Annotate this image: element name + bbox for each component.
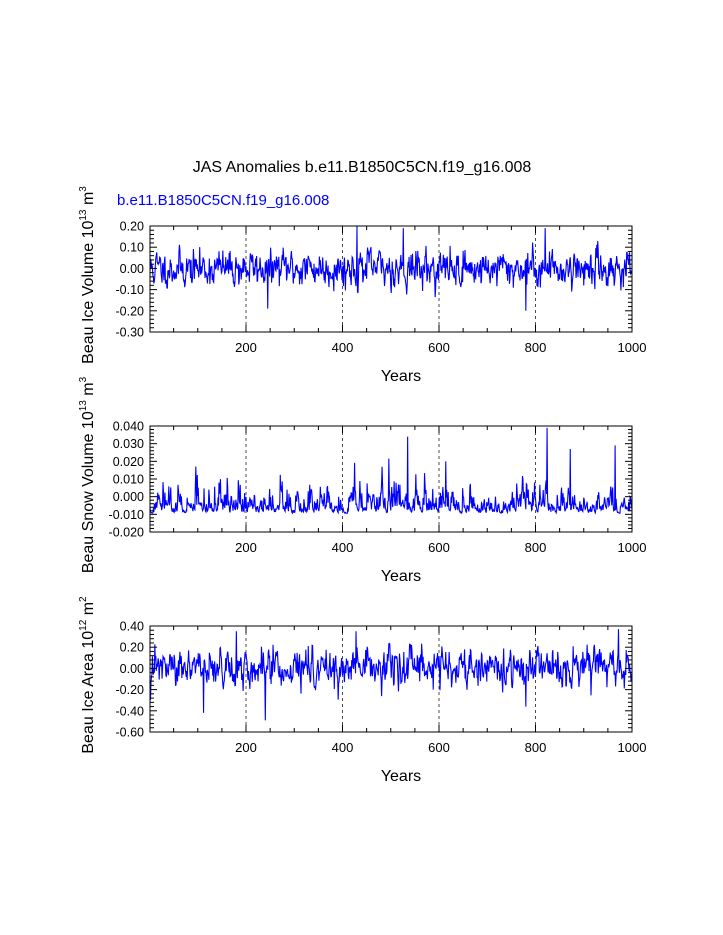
y-tick-label: -0.20 xyxy=(116,683,145,697)
x-tick-label: 1000 xyxy=(618,740,647,755)
x-tick-label: 600 xyxy=(428,540,450,555)
y-axis-label: Beau Ice Volume 1013 m3 xyxy=(78,186,97,364)
x-axis-label: Years xyxy=(381,768,421,785)
x-tick-label: 200 xyxy=(235,540,257,555)
x-tick-label: 400 xyxy=(332,340,354,355)
series-line xyxy=(149,427,633,515)
y-tick-label: 0.00 xyxy=(120,662,144,676)
x-tick-label: 600 xyxy=(428,740,450,755)
x-tick-label: 1000 xyxy=(618,340,647,355)
panel-snow-volume: 200 400 600 800 1000 0.040 0.030 0.020 0.010 0.00… xyxy=(78,376,646,585)
x-tick-label: 400 xyxy=(332,540,354,555)
y-tick-label: -0.40 xyxy=(116,704,145,718)
panel-ice-volume: 200 400 600 800 1000 0.20 0.10 0.00 -0.10 -0.20 -0… xyxy=(78,186,646,385)
x-tick-label: 1000 xyxy=(618,540,647,555)
series-line xyxy=(149,225,633,311)
x-tick-label: 600 xyxy=(428,340,450,355)
y-tick-label: 0.00 xyxy=(120,262,144,276)
series-label: b.e11.B1850C5CN.f19_g16.008 xyxy=(117,192,329,209)
y-axis-label: Beau Ice Area 1012 m2 xyxy=(78,596,97,754)
x-tick-label: 800 xyxy=(525,340,547,355)
y-tick-label: 0.040 xyxy=(113,420,144,434)
y-tick-label: 0.40 xyxy=(120,620,144,634)
y-tick-label: 0.030 xyxy=(113,437,144,451)
y-tick-label: -0.30 xyxy=(116,326,145,340)
x-tick-label: 800 xyxy=(525,740,547,755)
y-tick-label: -0.20 xyxy=(116,304,145,318)
plot-frame xyxy=(149,425,633,533)
y-tick-label: 0.020 xyxy=(113,455,144,469)
series-line xyxy=(149,629,633,721)
x-axis-label: Years xyxy=(381,368,421,385)
figure-title: JAS Anomalies b.e11.B1850C5CN.f19_g16.00… xyxy=(193,159,532,176)
x-tick-label: 800 xyxy=(525,540,547,555)
y-tick-label: 0.20 xyxy=(120,641,144,655)
y-tick-label: -0.010 xyxy=(109,508,144,522)
y-tick-label: 0.010 xyxy=(113,473,144,487)
x-tick-label: 200 xyxy=(235,340,257,355)
y-tick-label: -0.60 xyxy=(116,726,145,740)
y-axis-label: Beau Snow Volume 1013 m3 xyxy=(78,376,97,573)
y-tick-label: 0.20 xyxy=(120,220,144,234)
x-tick-label: 200 xyxy=(235,740,257,755)
x-axis-label: Years xyxy=(381,568,421,585)
y-tick-label: 0.000 xyxy=(113,490,144,504)
y-tick-label: 0.10 xyxy=(120,241,144,255)
x-tick-label: 400 xyxy=(332,740,354,755)
y-tick-label: -0.10 xyxy=(116,283,145,297)
panel-ice-area: 200 400 600 800 1000 0.40 0.20 0.00 -0.20 -0.40 -0… xyxy=(78,596,646,785)
y-tick-label: -0.020 xyxy=(109,526,144,540)
